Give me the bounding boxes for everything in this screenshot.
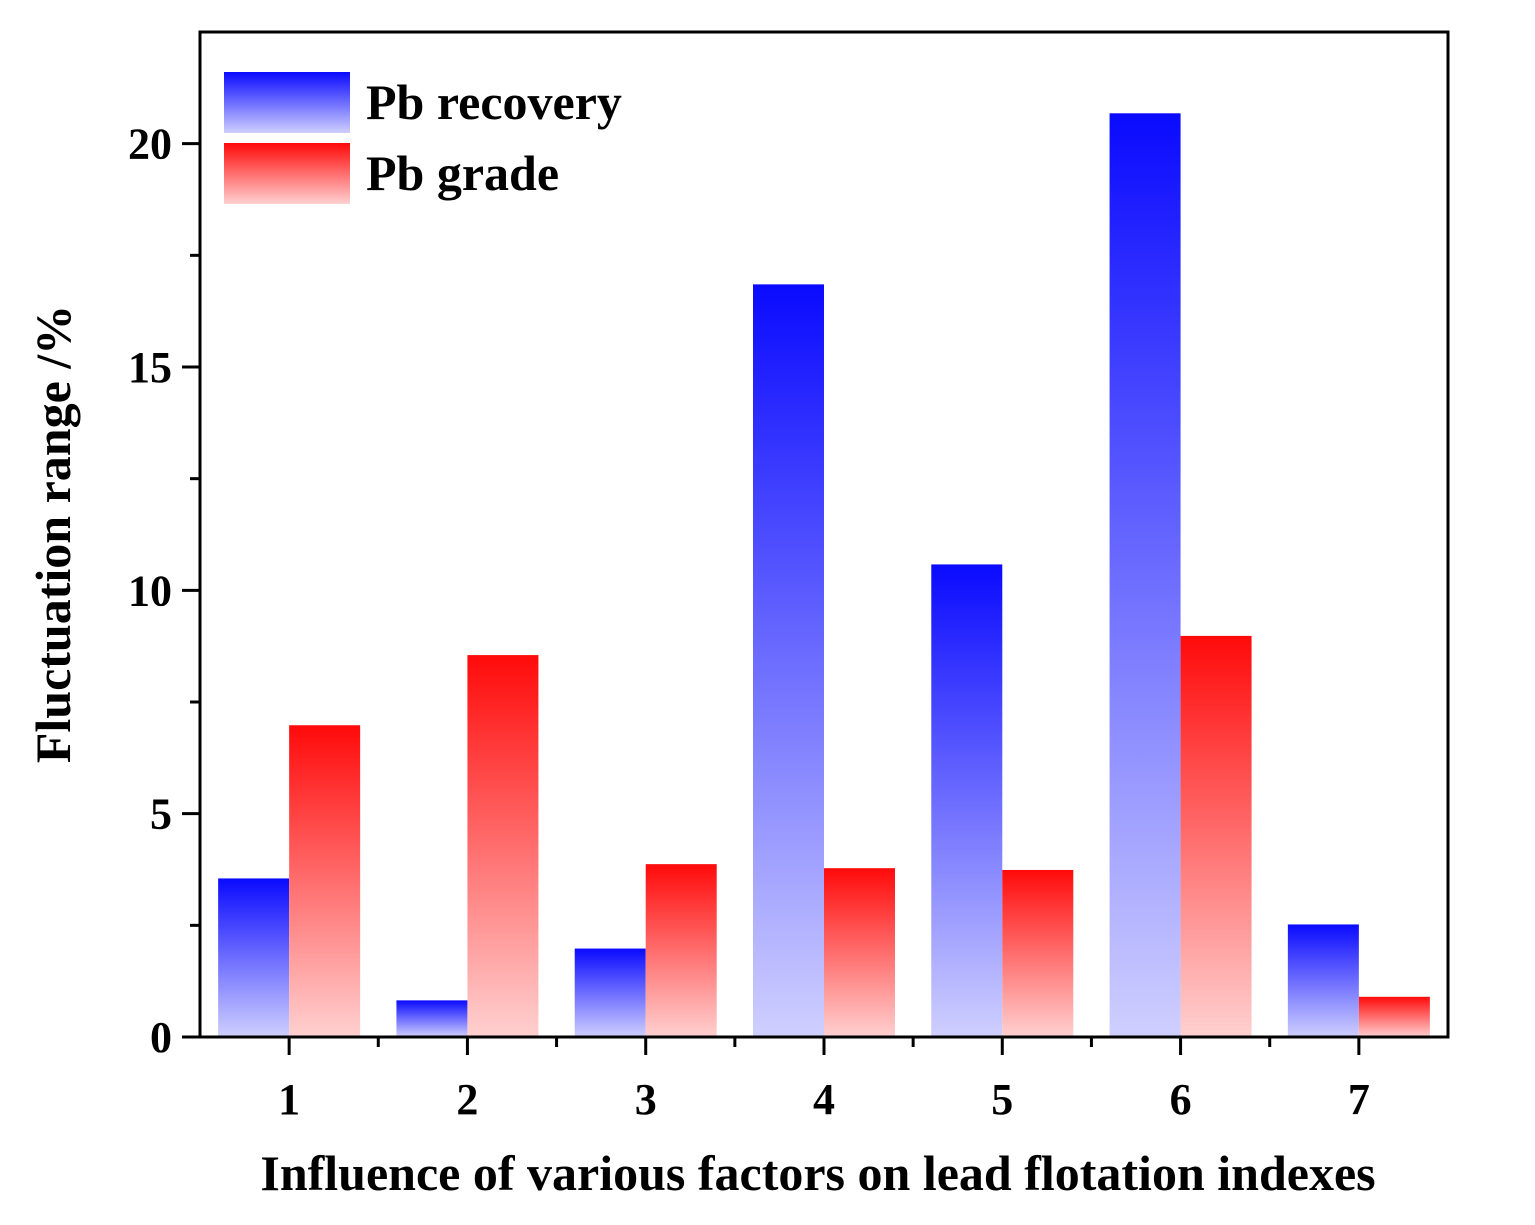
bar-pb-grade-6: [1180, 635, 1252, 1037]
bar-pb-grade-3: [645, 864, 717, 1037]
legend-swatch-pb-recovery: [224, 72, 350, 133]
bar-pb-grade-2: [467, 655, 539, 1037]
y-tick-label: 15: [128, 343, 172, 392]
x-axis-title: Influence of various factors on lead flo…: [260, 1145, 1375, 1201]
bar-pb-recovery-3: [574, 948, 646, 1037]
x-tick-label: 7: [1348, 1075, 1370, 1124]
bar-pb-recovery-4: [753, 284, 824, 1037]
x-tick-label: 6: [1170, 1075, 1192, 1124]
x-tick-label: 4: [813, 1075, 835, 1124]
legend-swatch-pb-grade: [224, 143, 350, 204]
bar-pb-grade-5: [1002, 869, 1074, 1037]
bar-pb-recovery-2: [396, 1000, 468, 1037]
legend: Pb recovery Pb grade: [224, 72, 622, 204]
bar-pb-grade-1: [289, 725, 361, 1037]
bar-pb-grade-4: [824, 868, 895, 1037]
ticks-layer: 0 5 10 15 20 1 2 3 4 5 6 7: [128, 120, 1370, 1124]
y-axis-title: Fluctuation range /%: [25, 305, 81, 763]
bar-pb-recovery-7: [1287, 924, 1359, 1037]
legend-label-pb-grade: Pb grade: [366, 145, 559, 201]
y-tick-label: 5: [150, 790, 172, 839]
bar-pb-recovery-5: [931, 564, 1003, 1037]
y-tick-label: 10: [128, 566, 172, 615]
bar-pb-recovery-1: [218, 878, 290, 1037]
x-tick-label: 1: [278, 1075, 300, 1124]
bar-pb-recovery-6: [1109, 113, 1181, 1037]
legend-label-pb-recovery: Pb recovery: [366, 74, 622, 130]
x-tick-label: 5: [991, 1075, 1013, 1124]
bar-pb-grade-7: [1358, 996, 1430, 1037]
x-tick-label: 3: [635, 1075, 657, 1124]
y-tick-label: 20: [128, 120, 172, 169]
x-tick-label: 2: [456, 1075, 478, 1124]
y-tick-label: 0: [150, 1013, 172, 1062]
bars-layer: [218, 113, 1430, 1037]
